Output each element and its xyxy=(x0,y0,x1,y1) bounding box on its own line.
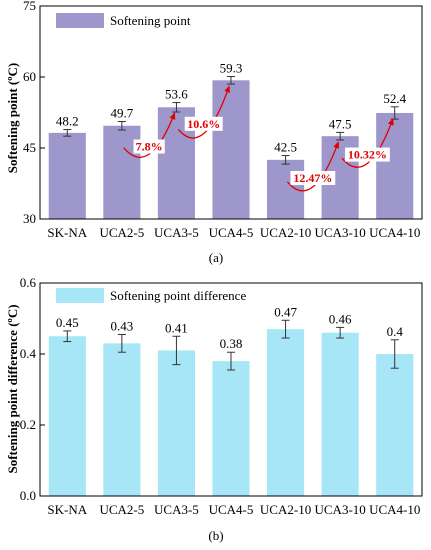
panel-b-y-axis-label: Softening point difference (ºC) xyxy=(5,304,20,473)
panel-a-growth-label: 12.47% xyxy=(293,171,332,185)
panel-a-data-label: 53.6 xyxy=(165,87,188,102)
panel-b-bar xyxy=(157,350,195,496)
panel-b-plot-frame xyxy=(39,282,423,497)
panel-b-error-bar xyxy=(390,339,399,369)
panel-b-y-ticks: 0.0 0.2 0.4 0.6 xyxy=(20,275,45,503)
panel-a-error-bar xyxy=(281,155,290,165)
panel-b-error-bar xyxy=(281,319,290,339)
panel-b-y-tick-label: 0.2 xyxy=(20,417,36,432)
panel-a-growth-label: 7.8% xyxy=(136,140,163,154)
panel-a-y-ticks: 30 45 60 75 xyxy=(23,0,45,226)
panel-b-error-bar xyxy=(172,335,181,366)
panel-a-data-label: 59.3 xyxy=(220,61,243,76)
panel-a-growth-arrow xyxy=(341,118,394,168)
panel-a-x-tick-labels: SK-NA UCA2-5 UCA3-5 UCA4-5 UCA2-10 UCA3-10 UCA… xyxy=(47,225,420,240)
panel-b-x-tick-label: UCA2-5 xyxy=(99,502,144,517)
panel-b-y-tick-label: 0.0 xyxy=(20,488,36,503)
panel-b-data-label: 0.38 xyxy=(220,336,243,351)
panel-b-legend-label: Softening point difference xyxy=(110,288,246,303)
panel-b-bar xyxy=(103,343,141,496)
panel-a-data-label: 49.7 xyxy=(110,105,133,120)
panel-a-y-tick-label: 75 xyxy=(23,0,36,13)
panel-a-error-bar xyxy=(227,76,235,85)
panel-a-error-bar xyxy=(63,129,72,137)
panel-a-x-tick-label: UCA4-10 xyxy=(369,225,420,240)
panel-b-x-tick-label: UCA3-10 xyxy=(315,502,366,517)
panel-a-bar xyxy=(376,112,414,219)
panel-a-y-axis-label: Softening point (ºC) xyxy=(5,63,20,173)
panel-a-data-label: 48.2 xyxy=(56,114,79,129)
panel-a-growth-arrow xyxy=(123,112,176,158)
panel-b-error-bar xyxy=(63,330,72,343)
panel-a-error-bar xyxy=(117,120,126,131)
panel-b-data-label: 0.43 xyxy=(110,318,133,333)
panel-b-error-bar xyxy=(227,351,235,371)
panel-a-growth-label: 10.6% xyxy=(187,117,220,131)
panel-b-data-label: 0.4 xyxy=(387,324,404,339)
panel-a-y-tick-label: 30 xyxy=(23,211,36,226)
panel-b-x-tick-label: UCA3-5 xyxy=(154,502,199,517)
panel-a-growth-arrow xyxy=(177,85,231,139)
panel-b-bar xyxy=(376,354,414,496)
panel-b-bar xyxy=(321,332,359,496)
panel-a: Softening point (ºC) 30 45 60 75 48.2 49.7 53… xyxy=(5,0,423,265)
panel-a-y-tick-label: 45 xyxy=(23,140,36,155)
panel-a-legend-label: Softening point xyxy=(110,13,191,28)
panel-a-x-tick-label: UCA3-5 xyxy=(154,225,199,240)
panel-a-error-bar xyxy=(336,131,345,141)
panel-a-x-tick-label: SK-NA xyxy=(47,225,87,240)
panel-a-x-tick-label: UCA3-10 xyxy=(315,225,366,240)
panel-a-data-label: 42.5 xyxy=(274,140,297,155)
panel-a-growth-label-bg xyxy=(345,147,390,162)
panel-b-x-tick-label: UCA4-5 xyxy=(209,502,254,517)
panel-b-bars: 0.45 0.43 0.41 0.38 0.47 0.46 0.4 xyxy=(48,304,414,496)
panel-b: Softening point difference (ºC) 0.00.20.… xyxy=(5,275,423,543)
panel-a-data-label: 47.5 xyxy=(329,116,352,131)
panel-a-bars: 48.2 49.7 53.6 59.3 42.5 47.5 52.4 xyxy=(48,61,414,220)
panel-b-caption: (b) xyxy=(208,528,223,543)
panel-b-data-label: 0.47 xyxy=(274,304,297,319)
panel-a-legend-swatch xyxy=(56,13,104,28)
panel-b-error-bar xyxy=(117,333,126,353)
panel-b-bar xyxy=(212,361,250,496)
panel-b-y-tick-label: 0.6 xyxy=(20,275,37,290)
panel-b-data-label: 0.41 xyxy=(165,320,188,335)
panel-a-legend: Softening point xyxy=(56,13,191,28)
panel-b-x-tick-labels: SK-NA UCA2-5 UCA3-5 UCA4-5 UCA2-10 UCA3-10 UCA… xyxy=(47,502,420,517)
panel-a-x-tick-label: UCA2-5 xyxy=(99,225,144,240)
panel-a-y-tick-label: 60 xyxy=(23,69,36,84)
panel-a-x-tick-label: UCA4-5 xyxy=(209,225,254,240)
panel-a-x-tick-label: UCA2-10 xyxy=(260,225,311,240)
panel-a-growth-arrow xyxy=(286,141,340,192)
panel-a-growth-label-bg xyxy=(184,116,223,131)
panel-b-x-tick-label: UCA2-10 xyxy=(260,502,311,517)
panel-b-data-label: 0.46 xyxy=(329,311,352,326)
panel-b-legend: Softening point difference xyxy=(56,288,246,303)
panel-a-growth-label-bg xyxy=(133,139,165,154)
panel-a-error-bar xyxy=(172,102,181,113)
panel-b-bar xyxy=(48,336,86,496)
panel-a-bar xyxy=(267,159,305,219)
panel-a-growth-label-bg xyxy=(290,171,336,185)
panel-a-annotations: 7.8% 10.6% 12.47% 10.32% xyxy=(123,85,394,192)
panel-a-bar xyxy=(212,80,250,220)
panel-a-bar xyxy=(48,132,86,219)
panel-b-legend-swatch xyxy=(56,288,104,303)
panel-b-x-tick-label: SK-NA xyxy=(47,502,87,517)
panel-a-plot-frame xyxy=(39,5,423,220)
panel-b-data-label: 0.45 xyxy=(56,315,79,330)
panel-a-data-label: 52.4 xyxy=(383,91,406,106)
panel-a-caption: (a) xyxy=(209,250,223,265)
panel-b-bar xyxy=(267,329,305,496)
panel-a-growth-label: 10.32% xyxy=(348,148,387,162)
panel-b-x-tick-label: UCA4-10 xyxy=(369,502,420,517)
panel-b-error-bar xyxy=(336,326,345,339)
panel-b-y-tick-label: 0.4 xyxy=(20,346,37,361)
